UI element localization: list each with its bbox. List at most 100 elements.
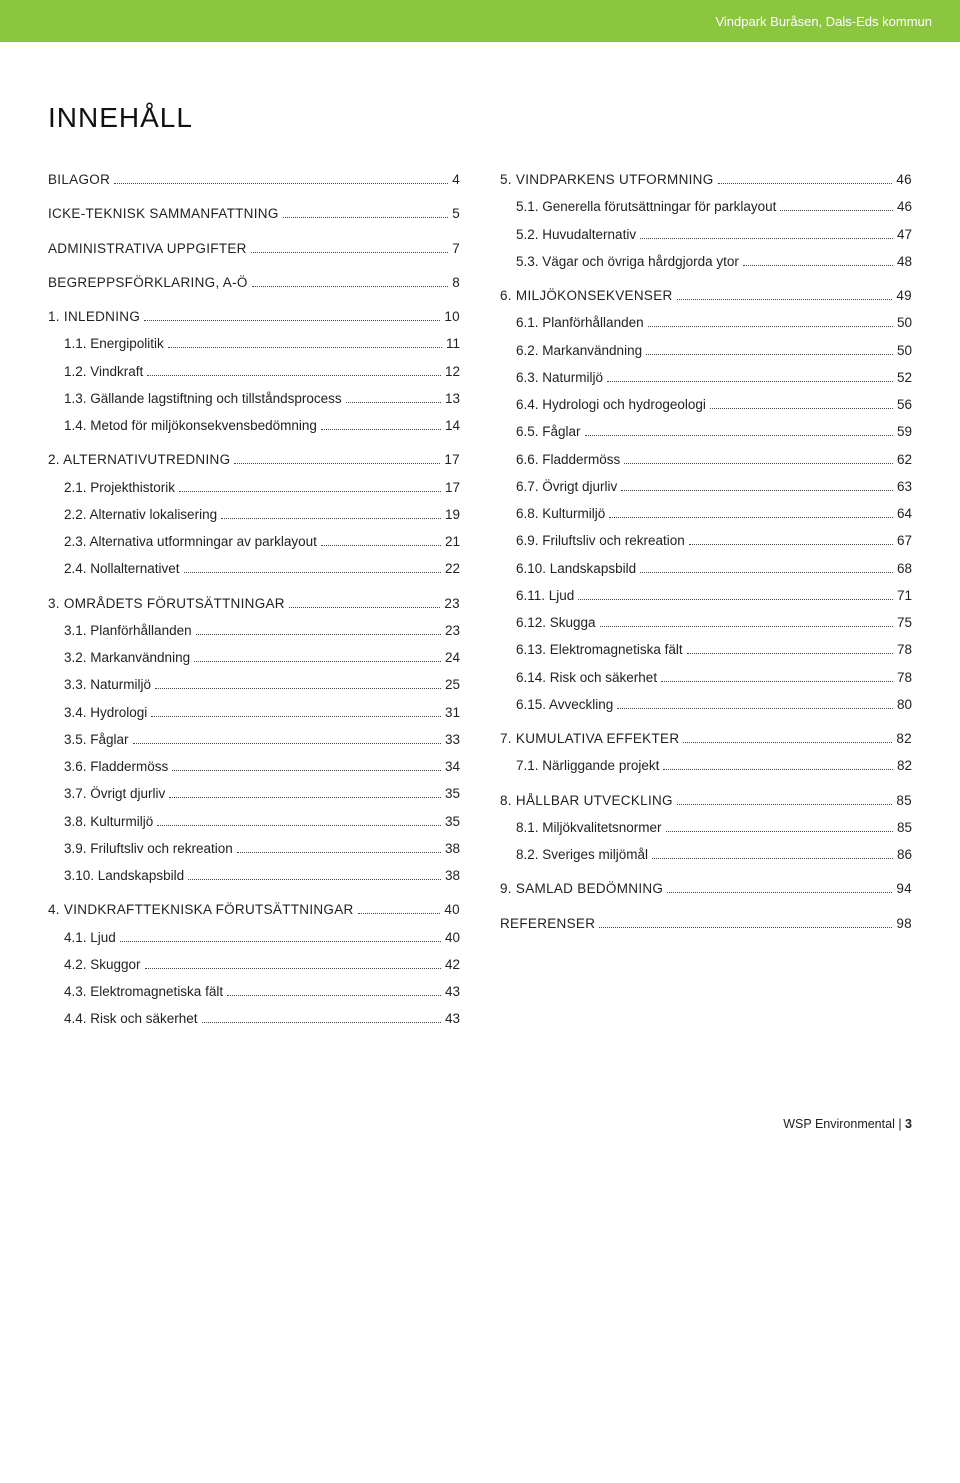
toc-entry: 2.2. Alternativ lokalisering19: [48, 505, 460, 525]
toc-dots: [194, 661, 441, 662]
toc-dots: [144, 320, 440, 321]
toc-dots: [155, 688, 441, 689]
toc-entry: 4.2. Skuggor42: [48, 955, 460, 975]
toc-entry: 2. ALTERNATIVUTREDNING17: [48, 450, 460, 470]
toc-dots: [646, 354, 893, 355]
toc-label: 2.1. Projekthistorik: [64, 478, 175, 498]
toc-page: 25: [445, 675, 460, 695]
toc-dots: [578, 599, 893, 600]
toc-label: 6.3. Naturmiljö: [516, 368, 603, 388]
toc-entry: 6.9. Friluftsliv och rekreation67: [500, 531, 912, 551]
toc-label: 6.15. Avveckling: [516, 695, 613, 715]
toc-label: 6.11. Ljud: [516, 586, 574, 606]
toc-dots: [617, 708, 893, 709]
toc-label: 3. OMRÅDETS FÖRUTSÄTTNINGAR: [48, 594, 285, 614]
toc-label: 1.4. Metod för miljökonsekvensbedömning: [64, 416, 317, 436]
toc-dots: [172, 770, 441, 771]
toc-dots: [251, 252, 448, 253]
toc-dots: [666, 831, 893, 832]
toc-page: 48: [897, 252, 912, 272]
toc-page: 63: [897, 477, 912, 497]
toc-label: 6.6. Fladdermöss: [516, 450, 620, 470]
toc-label: 7.1. Närliggande projekt: [516, 756, 659, 776]
toc-dots: [743, 265, 893, 266]
toc-page: 62: [897, 450, 912, 470]
toc-label: 3.4. Hydrologi: [64, 703, 147, 723]
toc-entry: 5. VINDPARKENS UTFORMNING 46: [500, 170, 912, 190]
toc-page: 22: [445, 559, 460, 579]
toc-page: 38: [445, 839, 460, 859]
toc-page: 68: [897, 559, 912, 579]
toc-page: 50: [897, 341, 912, 361]
toc-label: 3.2. Markanvändning: [64, 648, 190, 668]
toc-dots: [677, 804, 893, 805]
toc-label: 3.6. Fladdermöss: [64, 757, 168, 777]
toc-label: 6.8. Kulturmiljö: [516, 504, 605, 524]
toc-page: 94: [896, 879, 912, 899]
footer-text: WSP Environmental: [783, 1117, 895, 1131]
toc-entry: 3.6. Fladdermöss34: [48, 757, 460, 777]
toc-entry: 2.3. Alternativa utformningar av parklay…: [48, 532, 460, 552]
toc-label: 3.1. Planförhållanden: [64, 621, 192, 641]
toc-dots: [252, 286, 448, 287]
toc-entry: 4. VINDKRAFTTEKNISKA FÖRUTSÄTTNINGAR40: [48, 900, 460, 920]
toc-entry: 3.9. Friluftsliv och rekreation38: [48, 839, 460, 859]
toc-label: 3.7. Övrigt djurliv: [64, 784, 165, 804]
toc-page: 42: [445, 955, 460, 975]
toc-entry: BILAGOR4: [48, 170, 460, 190]
toc-entry: 7.1. Närliggande projekt82: [500, 756, 912, 776]
toc-label: REFERENSER: [500, 914, 595, 934]
toc-dots: [652, 858, 893, 859]
toc-dots: [120, 941, 441, 942]
toc-page: 40: [444, 900, 460, 920]
toc-page: 85: [896, 791, 912, 811]
toc-entry: 6.8. Kulturmiljö64: [500, 504, 912, 524]
toc-entry: 6. MILJÖKONSEKVENSER49: [500, 286, 912, 306]
toc-entry: 8. HÅLLBAR UTVECKLING85: [500, 791, 912, 811]
toc-dots: [283, 217, 449, 218]
toc-label: BEGREPPSFÖRKLARING, A-Ö: [48, 273, 248, 293]
toc-dots: [624, 463, 893, 464]
toc-entry: ADMINISTRATIVA UPPGIFTER7: [48, 239, 460, 259]
toc-entry: ICKE-TEKNISK SAMMANFATTNING5: [48, 204, 460, 224]
toc-label: 1. INLEDNING: [48, 307, 140, 327]
toc-page: 67: [897, 531, 912, 551]
toc-entry: 4.3. Elektromagnetiska fält43: [48, 982, 460, 1002]
toc-dots: [689, 544, 893, 545]
toc-entry: 2.1. Projekthistorik17: [48, 478, 460, 498]
toc-dots: [710, 408, 893, 409]
toc-entry: 5.1. Generella förutsättningar för parkl…: [500, 197, 912, 217]
toc-page: 8: [452, 273, 460, 293]
header-text: Vindpark Buråsen, Dals-Eds kommun: [715, 14, 932, 29]
toc-dots: [718, 183, 893, 184]
toc-label: 6.14. Risk och säkerhet: [516, 668, 657, 688]
toc-entry: 2.4. Nollalternativet22: [48, 559, 460, 579]
toc-page: 46: [896, 170, 912, 190]
toc-entry: 6.6. Fladdermöss 62: [500, 450, 912, 470]
toc-dots: [196, 634, 441, 635]
toc-dots: [151, 716, 441, 717]
toc-dots: [202, 1022, 441, 1023]
toc-dots: [145, 968, 441, 969]
toc-entry: 4.1. Ljud40: [48, 928, 460, 948]
toc-label: 6.1. Planförhållanden: [516, 313, 644, 333]
toc-page: 75: [897, 613, 912, 633]
toc-entry: 8.1. Miljökvalitetsnormer85: [500, 818, 912, 838]
toc-label: 1.2. Vindkraft: [64, 362, 143, 382]
toc-label: 5. VINDPARKENS UTFORMNING: [500, 170, 714, 190]
toc-entry: 1.1. Energipolitik11: [48, 334, 460, 354]
toc-dots: [133, 743, 441, 744]
toc-page: 98: [896, 914, 912, 934]
toc-page: 52: [897, 368, 912, 388]
toc-entry: 6.12. Skugga75: [500, 613, 912, 633]
toc-page: 35: [445, 784, 460, 804]
toc-entry: 3.7. Övrigt djurliv 35: [48, 784, 460, 804]
toc-entry: 9. SAMLAD BEDÖMNING94: [500, 879, 912, 899]
toc-entry: 3.4. Hydrologi 31: [48, 703, 460, 723]
toc-page: 21: [445, 532, 460, 552]
toc-label: ADMINISTRATIVA UPPGIFTER: [48, 239, 247, 259]
toc-dots: [147, 375, 441, 376]
toc-dots: [585, 435, 893, 436]
toc-page: 31: [445, 703, 460, 723]
toc-dots: [237, 852, 441, 853]
